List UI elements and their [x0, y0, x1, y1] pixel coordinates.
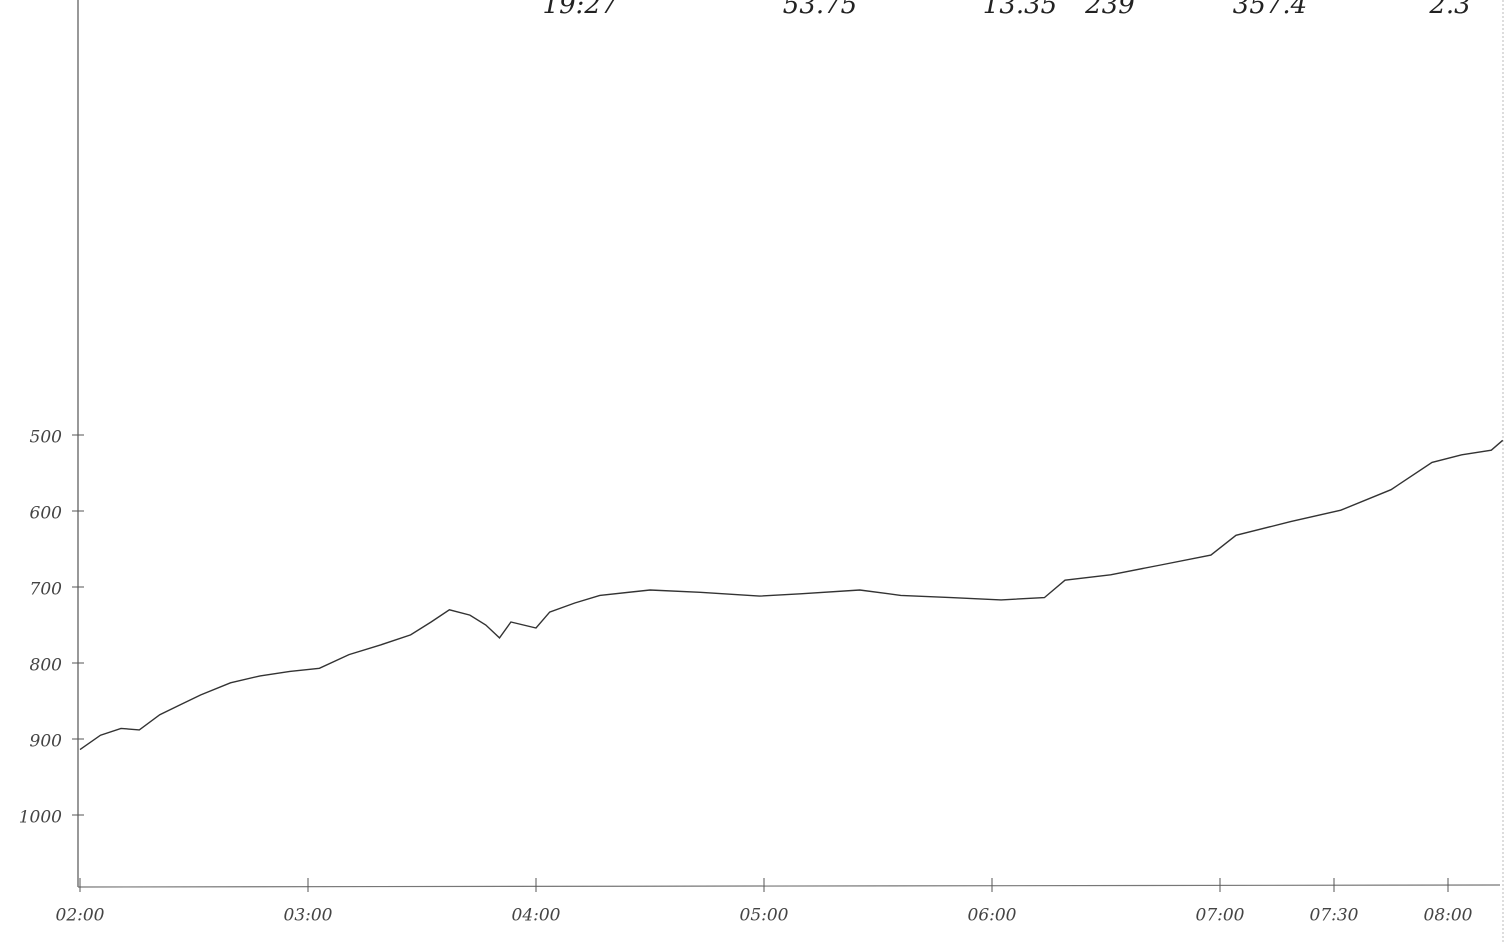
annotation: 239 — [1084, 0, 1135, 20]
x-tick-label: 04:00 — [512, 906, 561, 926]
y-tick-label: 800 — [30, 656, 63, 676]
x-tick-label: 03:00 — [284, 906, 333, 926]
x-tick-label: 05:00 — [740, 906, 789, 926]
x-axis — [77, 884, 1501, 888]
y-tick-label: 1000 — [19, 808, 62, 828]
annotation: 13.35 — [983, 0, 1057, 20]
annotation: 2.3 — [1428, 0, 1470, 20]
annotation: 19:27 — [543, 0, 618, 20]
x-tick-label: 07:30 — [1310, 906, 1359, 926]
annotation: 357.4 — [1233, 0, 1307, 20]
annotation: 53.75 — [783, 0, 857, 20]
y-tick-label: 500 — [30, 428, 63, 448]
x-tick-label: 07:00 — [1196, 906, 1245, 926]
x-tick-label: 08:00 — [1424, 906, 1473, 926]
x-tick-label: 02:00 — [56, 906, 105, 926]
data-line — [79, 439, 1504, 751]
x-tick-label: 06:00 — [968, 906, 1017, 926]
y-tick-label: 700 — [30, 580, 63, 600]
y-tick-label: 900 — [30, 732, 63, 752]
y-tick-label: 600 — [30, 504, 63, 524]
